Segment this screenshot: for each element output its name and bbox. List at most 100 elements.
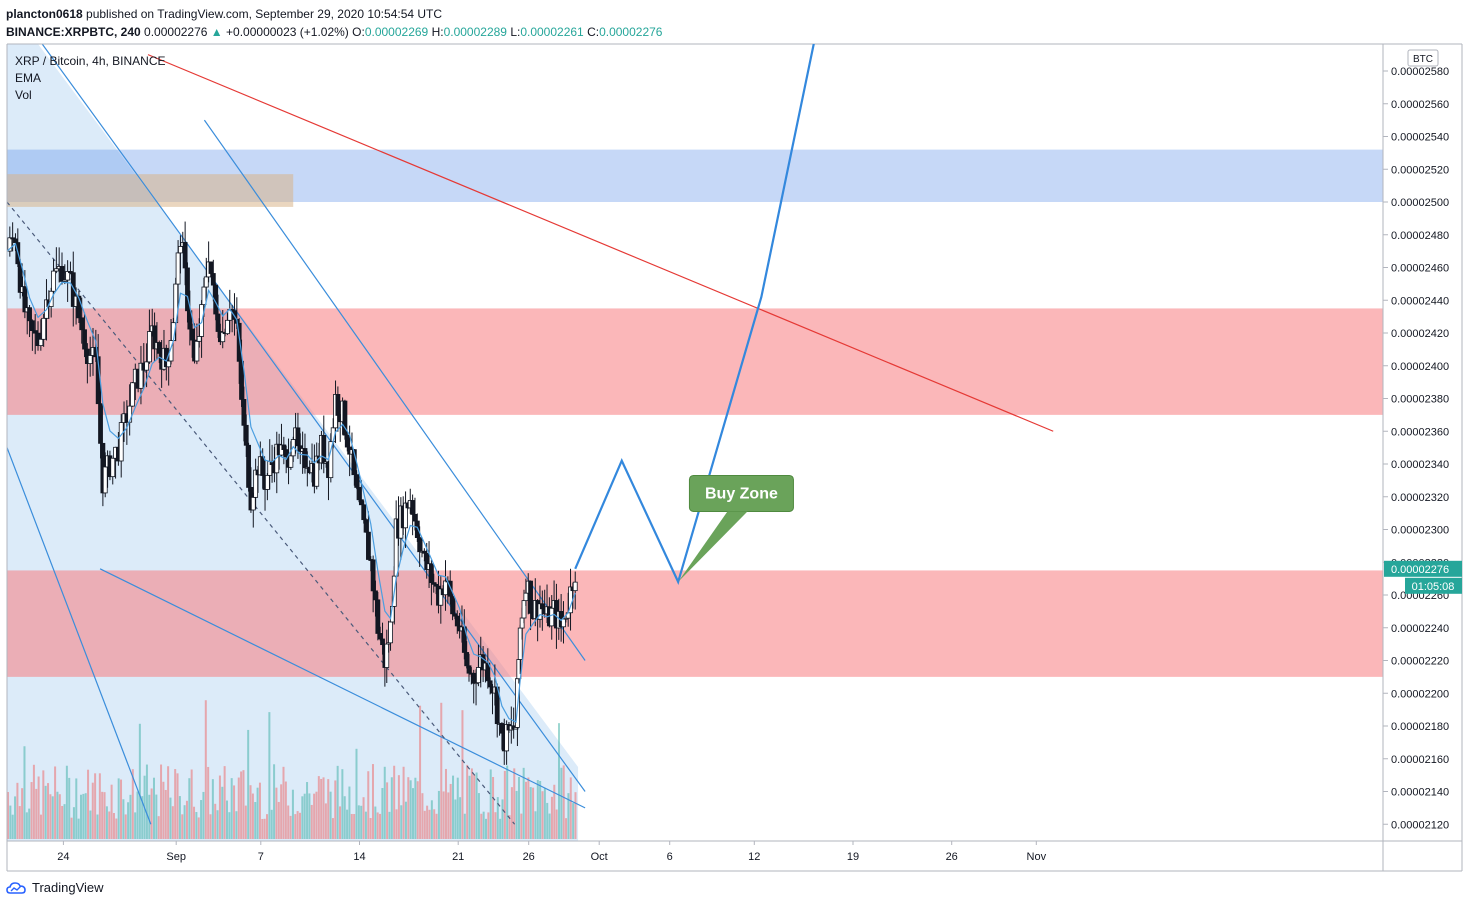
x-tick-label: Nov	[1027, 851, 1047, 863]
triangle-up-icon: ▲	[210, 25, 223, 39]
volume-bar	[72, 807, 75, 839]
volume-bar	[355, 748, 358, 839]
volume-bar	[517, 777, 520, 839]
volume-bar	[298, 812, 301, 839]
candle-body	[189, 328, 195, 341]
volume-bar	[508, 815, 511, 839]
volume-bar	[211, 779, 214, 839]
volume-bar	[466, 764, 469, 839]
volume-bar	[254, 802, 257, 839]
volume-bar	[548, 813, 551, 839]
candle-body	[201, 286, 207, 306]
volume-bar	[223, 766, 226, 839]
tradingview-logo[interactable]: TradingView	[6, 880, 104, 895]
y-tick-label: 0.00002500	[1391, 197, 1449, 209]
y-tick-label: 0.00002560	[1391, 99, 1449, 111]
volume-bar	[277, 801, 280, 839]
y-tick-label: 0.00002420	[1391, 328, 1449, 340]
author-name[interactable]: plancton0618	[6, 7, 83, 21]
candle-body	[102, 466, 108, 494]
x-tick-label: 21	[452, 851, 464, 863]
volume-bar	[560, 767, 563, 839]
candle-body	[335, 394, 341, 416]
candle-body	[138, 362, 144, 389]
volume-bar	[520, 813, 523, 839]
candle-body	[450, 595, 455, 615]
volume-bar	[416, 781, 419, 839]
last-price-text: 0.00002276	[144, 25, 208, 39]
candle-body	[53, 268, 59, 272]
volume-bar	[397, 775, 400, 839]
volume-bar	[273, 764, 276, 839]
volume-bar	[138, 723, 141, 839]
volume-bar	[145, 764, 148, 839]
volume-bar	[529, 787, 532, 839]
volume-bar	[155, 794, 158, 839]
volume-bar	[320, 778, 323, 839]
volume-bar	[11, 814, 14, 839]
volume-bar	[110, 784, 113, 839]
volume-bar	[98, 773, 101, 839]
volume-bar	[218, 775, 221, 839]
legend-ema[interactable]: EMA	[15, 71, 42, 85]
volume-bar	[477, 793, 480, 839]
volume-bar	[463, 813, 466, 839]
volume-bar	[395, 809, 398, 839]
candle-body	[499, 723, 505, 734]
volume-bar	[522, 767, 525, 839]
open-value: 0.00002269	[364, 25, 429, 39]
x-tick-label: 7	[258, 851, 264, 863]
candle-body	[380, 638, 385, 646]
volume-bar	[171, 806, 174, 839]
volume-bar	[428, 809, 431, 839]
volume-bar	[456, 777, 459, 839]
candle-body	[79, 317, 85, 331]
volume-bar	[440, 702, 443, 839]
volume-bar	[164, 789, 167, 839]
legend-vol[interactable]: Vol	[15, 88, 32, 102]
candle-body	[344, 434, 350, 448]
candle-body	[76, 295, 82, 319]
volume-bar	[487, 812, 490, 839]
y-tick-label: 0.00002180	[1391, 721, 1449, 733]
volume-bar	[129, 794, 132, 839]
volume-bar	[348, 786, 351, 839]
candle-body	[27, 307, 32, 322]
volume-bar	[374, 806, 377, 839]
x-tick-label: 14	[353, 851, 365, 863]
candle-body	[366, 531, 371, 560]
volume-bar	[364, 811, 367, 839]
last-price-badge	[1384, 560, 1462, 577]
volume-bar	[79, 794, 82, 839]
low-value: 0.00002261	[520, 25, 584, 39]
volume-bar	[37, 776, 40, 839]
volume-bar	[289, 815, 292, 839]
volume-bar	[449, 783, 452, 839]
volume-bar	[230, 778, 233, 839]
volume-bar	[360, 805, 363, 839]
candle-body	[156, 342, 162, 354]
candle-body	[429, 563, 434, 584]
y-tick-label: 0.00002220	[1391, 656, 1449, 668]
volume-bar	[367, 771, 370, 839]
volume-bar	[169, 797, 172, 839]
candle-body	[87, 355, 93, 364]
volume-bar	[120, 779, 123, 839]
y-tick-label: 0.00002140	[1391, 787, 1449, 799]
low-label: L:	[510, 25, 521, 39]
volume-bar	[379, 813, 382, 839]
candle-body	[417, 537, 423, 553]
volume-bar	[539, 780, 542, 839]
volume-bar	[23, 746, 26, 839]
legend-title[interactable]: XRP / Bitcoin, 4h, BINANCE	[15, 54, 166, 68]
y-tick-label: 0.00002440	[1391, 295, 1449, 307]
volume-bar	[91, 782, 94, 839]
volume-bar	[225, 800, 228, 839]
volume-bar	[404, 801, 407, 839]
volume-bar	[362, 797, 365, 839]
candle-body	[10, 237, 16, 240]
candle-body	[7, 237, 13, 252]
candle-body	[13, 238, 18, 243]
